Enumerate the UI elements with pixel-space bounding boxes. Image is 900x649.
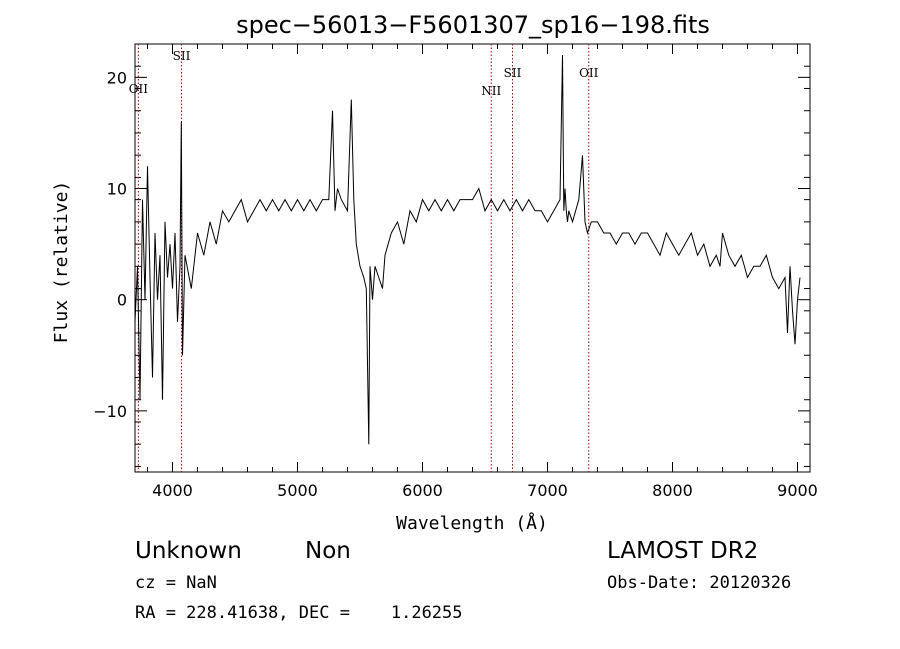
object-class: Unknown <box>135 538 242 564</box>
survey-name: LAMOST DR2 <box>607 538 759 564</box>
observation-date: Obs-Date: 20120326 <box>607 573 792 593</box>
x-axis-label: Wavelength (Å) <box>396 512 548 534</box>
emission-line-label: SII <box>173 49 191 63</box>
spectrum-line <box>134 55 801 445</box>
plot-frame <box>134 43 811 473</box>
x-tick-label: 5000 <box>277 481 318 500</box>
x-tick-label: 6000 <box>402 481 443 500</box>
y-tick-label: 10 <box>107 180 127 199</box>
emission-line-label: OII <box>129 82 149 96</box>
redshift-cz: cz = NaN <box>135 573 217 593</box>
coordinates: RA = 228.41638, DEC = 1.26255 <box>135 603 463 623</box>
emission-line-label: OII <box>579 66 599 80</box>
y-axis-label: Flux (relative) <box>51 181 72 344</box>
object-subclass: Non <box>305 538 351 564</box>
y-tick-label: 20 <box>107 68 127 87</box>
emission-line-label: SII <box>504 66 522 80</box>
chart-title: spec−56013−F5601307_sp16−198.fits <box>236 11 710 39</box>
y-tick-label: 0 <box>117 291 127 310</box>
x-tick-label: 8000 <box>652 481 693 500</box>
y-tick-label: −10 <box>93 402 127 421</box>
x-tick-label: 7000 <box>527 481 568 500</box>
x-tick-label: 9000 <box>777 481 818 500</box>
x-tick-label: 4000 <box>152 481 193 500</box>
plot-area: 4000 5000 6000 7000 8000 9000−1001020OIISIINI… <box>93 43 818 500</box>
emission-line-label: NII <box>481 84 501 98</box>
